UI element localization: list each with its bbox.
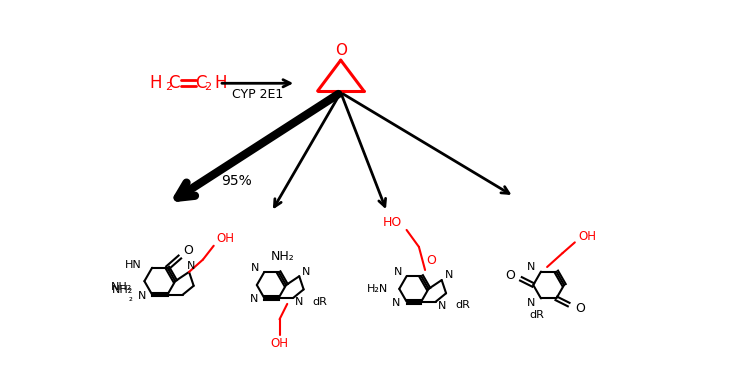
Text: O: O <box>426 254 436 267</box>
Text: N: N <box>251 262 260 273</box>
Text: N: N <box>526 298 535 308</box>
Text: O: O <box>184 244 194 257</box>
Text: HO: HO <box>383 216 402 229</box>
Text: N: N <box>295 297 303 307</box>
Text: HN: HN <box>124 261 141 271</box>
Text: O: O <box>505 269 516 281</box>
Text: 2: 2 <box>204 82 211 92</box>
Text: NH₂: NH₂ <box>111 282 132 292</box>
Text: NH₂: NH₂ <box>112 285 134 295</box>
Text: N: N <box>392 298 400 308</box>
Text: N: N <box>303 267 311 277</box>
Text: dR: dR <box>455 300 470 310</box>
Text: N: N <box>186 261 195 271</box>
Text: N: N <box>445 271 453 281</box>
Text: OH: OH <box>579 230 596 243</box>
Text: 2: 2 <box>166 82 172 92</box>
Text: C: C <box>195 74 206 92</box>
Text: 95%: 95% <box>221 174 252 188</box>
Text: H: H <box>215 74 227 92</box>
Text: H₂N: H₂N <box>367 284 389 294</box>
Text: N: N <box>437 301 445 311</box>
Text: N: N <box>249 294 258 304</box>
Text: dR: dR <box>530 310 545 320</box>
Text: O: O <box>334 44 347 58</box>
Text: H: H <box>149 74 162 92</box>
Text: O: O <box>575 302 585 315</box>
Text: N: N <box>138 291 146 301</box>
Text: C: C <box>168 74 179 92</box>
Text: N: N <box>394 266 402 276</box>
Text: N: N <box>526 262 535 272</box>
Text: dR: dR <box>312 296 328 306</box>
Text: NH₂: NH₂ <box>271 251 295 263</box>
Text: ₂: ₂ <box>129 293 132 303</box>
Text: OH: OH <box>271 337 289 350</box>
Text: CYP 2E1: CYP 2E1 <box>232 88 283 101</box>
Text: OH: OH <box>216 232 234 245</box>
